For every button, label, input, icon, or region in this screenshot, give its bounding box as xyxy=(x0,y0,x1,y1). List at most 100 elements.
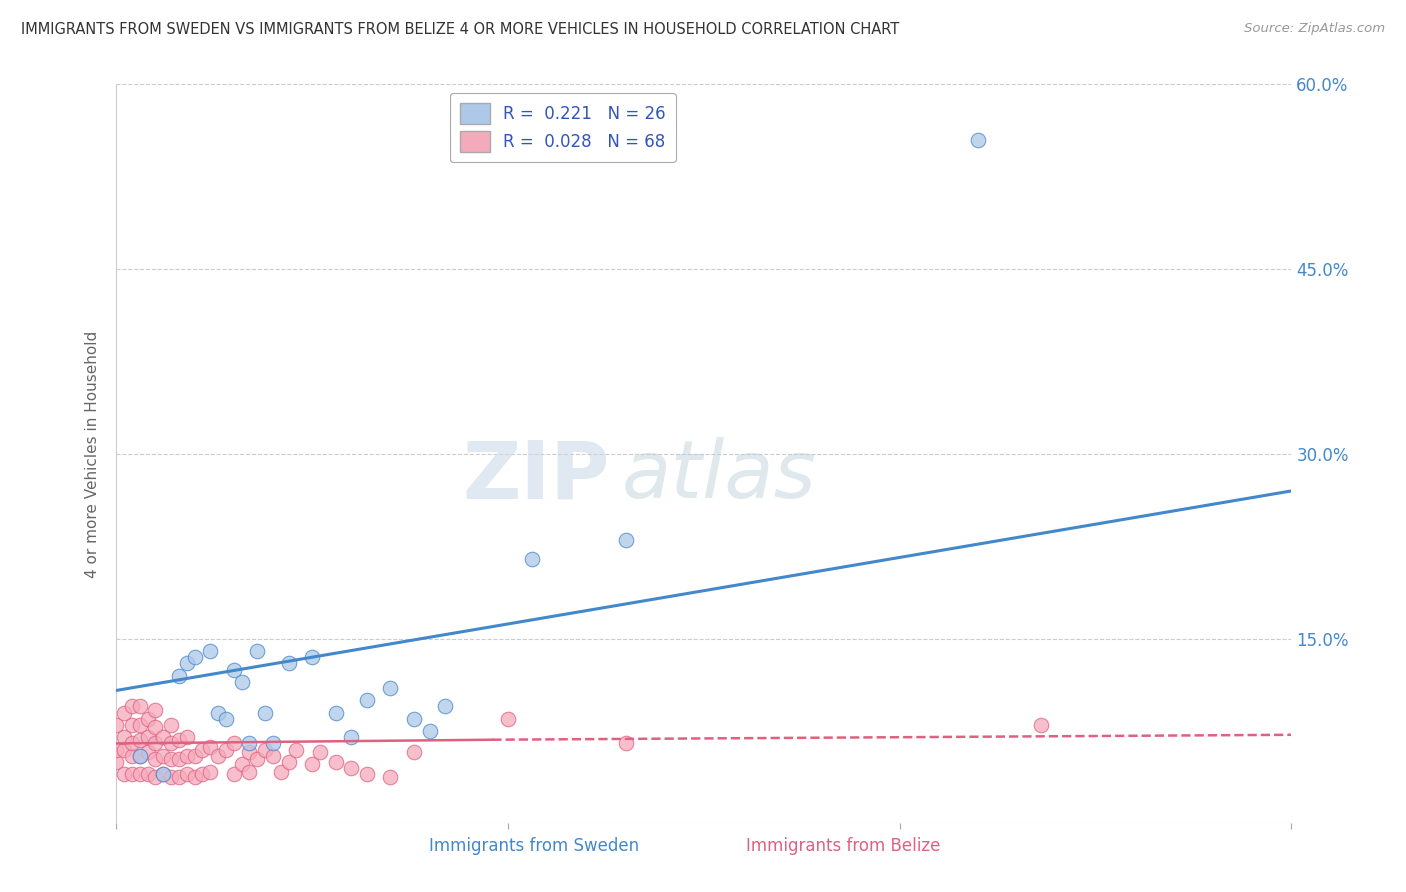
Point xyxy=(136,767,159,781)
Point xyxy=(262,748,284,763)
Legend: R =  0.221   N = 26, R =  0.028   N = 68: R = 0.221 N = 26, R = 0.028 N = 68 xyxy=(450,93,676,162)
Point xyxy=(152,767,174,781)
Point xyxy=(325,706,347,720)
Point xyxy=(380,681,402,695)
Point xyxy=(112,706,135,720)
Text: Immigrants from Sweden: Immigrants from Sweden xyxy=(429,837,640,855)
Text: Source: ZipAtlas.com: Source: ZipAtlas.com xyxy=(1244,22,1385,36)
Point xyxy=(183,748,205,763)
Point xyxy=(152,731,174,745)
Point xyxy=(238,736,260,750)
Point xyxy=(176,657,198,671)
Point xyxy=(145,770,167,784)
Point xyxy=(254,742,277,756)
Point xyxy=(145,703,167,717)
Point xyxy=(222,663,245,677)
Point xyxy=(128,718,150,732)
Point xyxy=(112,767,135,781)
Point xyxy=(128,699,150,714)
Point xyxy=(200,740,222,755)
Point xyxy=(160,770,183,784)
Point xyxy=(967,133,990,147)
Point xyxy=(105,755,128,769)
Point xyxy=(176,731,198,745)
Y-axis label: 4 or more Vehicles in Household: 4 or more Vehicles in Household xyxy=(86,330,100,578)
Point xyxy=(402,745,425,759)
Point xyxy=(207,748,229,763)
Point xyxy=(128,732,150,747)
Point xyxy=(160,718,183,732)
Point xyxy=(309,745,332,759)
Point xyxy=(167,732,190,747)
Point xyxy=(183,770,205,784)
Point xyxy=(434,699,457,714)
Point xyxy=(176,748,198,763)
Point xyxy=(105,718,128,732)
Point xyxy=(121,767,143,781)
Point xyxy=(167,770,190,784)
Point xyxy=(160,736,183,750)
Point xyxy=(246,644,269,658)
Point xyxy=(167,752,190,766)
Point xyxy=(520,551,543,566)
Point xyxy=(1029,718,1052,732)
Point xyxy=(222,767,245,781)
Text: atlas: atlas xyxy=(621,437,817,516)
Point xyxy=(121,736,143,750)
Point xyxy=(128,748,150,763)
Point xyxy=(402,712,425,726)
Point xyxy=(145,720,167,734)
Point xyxy=(136,745,159,759)
Point xyxy=(152,748,174,763)
Point xyxy=(121,699,143,714)
Point xyxy=(325,755,347,769)
Point xyxy=(128,767,150,781)
Point xyxy=(200,644,222,658)
Point xyxy=(121,718,143,732)
Point xyxy=(340,731,363,745)
Point xyxy=(121,748,143,763)
Point xyxy=(105,742,128,756)
Point xyxy=(215,712,238,726)
Point xyxy=(238,745,260,759)
Point xyxy=(614,736,637,750)
Point xyxy=(231,757,253,772)
Point xyxy=(246,752,269,766)
Point xyxy=(191,767,214,781)
Point xyxy=(183,650,205,665)
Point xyxy=(207,706,229,720)
Point xyxy=(222,736,245,750)
Point xyxy=(176,767,198,781)
Point xyxy=(112,731,135,745)
Text: Immigrants from Belize: Immigrants from Belize xyxy=(747,837,941,855)
Point xyxy=(238,764,260,779)
Point xyxy=(231,674,253,689)
Point xyxy=(160,752,183,766)
Point xyxy=(254,706,277,720)
Text: IMMIGRANTS FROM SWEDEN VS IMMIGRANTS FROM BELIZE 4 OR MORE VEHICLES IN HOUSEHOLD: IMMIGRANTS FROM SWEDEN VS IMMIGRANTS FRO… xyxy=(21,22,900,37)
Point xyxy=(262,736,284,750)
Point xyxy=(614,533,637,548)
Point xyxy=(356,767,378,781)
Point xyxy=(285,742,308,756)
Point xyxy=(270,764,292,779)
Text: ZIP: ZIP xyxy=(463,437,610,516)
Point xyxy=(112,742,135,756)
Point xyxy=(380,770,402,784)
Point xyxy=(356,693,378,707)
Point xyxy=(301,650,323,665)
Point xyxy=(301,757,323,772)
Point xyxy=(167,668,190,682)
Point xyxy=(145,752,167,766)
Point xyxy=(340,761,363,775)
Point xyxy=(145,736,167,750)
Point xyxy=(191,742,214,756)
Point xyxy=(277,657,299,671)
Point xyxy=(128,748,150,763)
Point xyxy=(136,731,159,745)
Point xyxy=(136,712,159,726)
Point xyxy=(152,767,174,781)
Point xyxy=(215,742,238,756)
Point xyxy=(200,764,222,779)
Point xyxy=(496,712,519,726)
